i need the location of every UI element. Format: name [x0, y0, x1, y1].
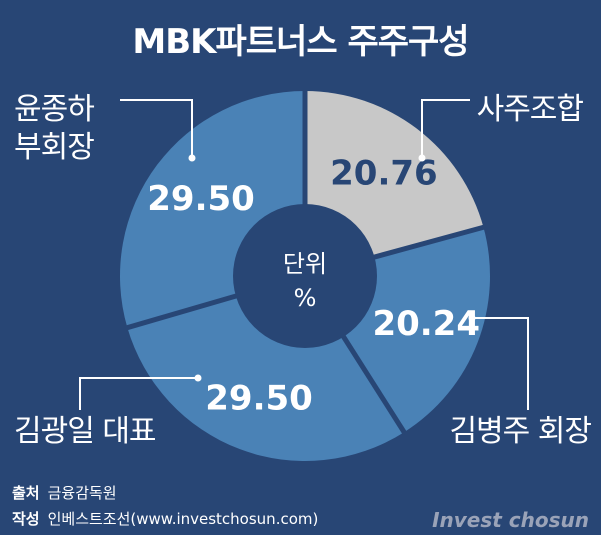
slice-separator	[124, 293, 239, 331]
slice-separator	[340, 333, 408, 436]
slice-label-kim-byung-ju: 김병주 회장	[449, 414, 592, 449]
footer-author-value: 인베스트조선(www.investchosun.com)	[47, 510, 319, 528]
slice-separator	[371, 224, 487, 260]
center-hole	[233, 204, 377, 348]
leader-employee-union-dot	[418, 154, 426, 162]
footer-source: 출처 금융감독원	[12, 482, 117, 503]
slice-label-yoon-jong-ha-line2: 부회장	[14, 130, 95, 165]
center-unit-label: 단위	[283, 250, 327, 278]
leader-employee-union	[421, 99, 470, 158]
chart-title: MBK파트너스 주주구성	[132, 22, 469, 62]
footer-source-key: 출처	[12, 484, 40, 502]
leader-kim-byung-ju-dot	[468, 314, 476, 322]
slice-label-employee-union: 사주조합	[476, 92, 584, 127]
footer-author-key: 작성	[12, 510, 40, 528]
value-yoon-jong-ha: 29.50	[147, 179, 255, 219]
value-kim-byung-ju: 20.24	[372, 304, 480, 344]
leader-yoon-jong-ha-dot	[188, 154, 196, 162]
value-kim-kwang-il: 29.50	[205, 379, 313, 419]
leader-kim-byung-ju	[472, 317, 529, 410]
slice-label-kim-kwang-il: 김광일 대표	[14, 414, 157, 449]
center-percent-label: %	[294, 284, 317, 312]
leader-yoon-jong-ha	[120, 99, 193, 158]
leader-kim-kwang-il-dot	[194, 374, 202, 382]
slice-label-yoon-jong-ha-line1: 윤종하	[14, 92, 95, 127]
brand-logo: Invest chosun	[432, 508, 589, 532]
footer-author: 작성 인베스트조선(www.investchosun.com)	[12, 508, 318, 529]
footer-source-value: 금융감독원	[47, 484, 117, 502]
leader-kim-kwang-il	[79, 377, 198, 410]
slice-kim-kwang-il	[127, 276, 405, 461]
